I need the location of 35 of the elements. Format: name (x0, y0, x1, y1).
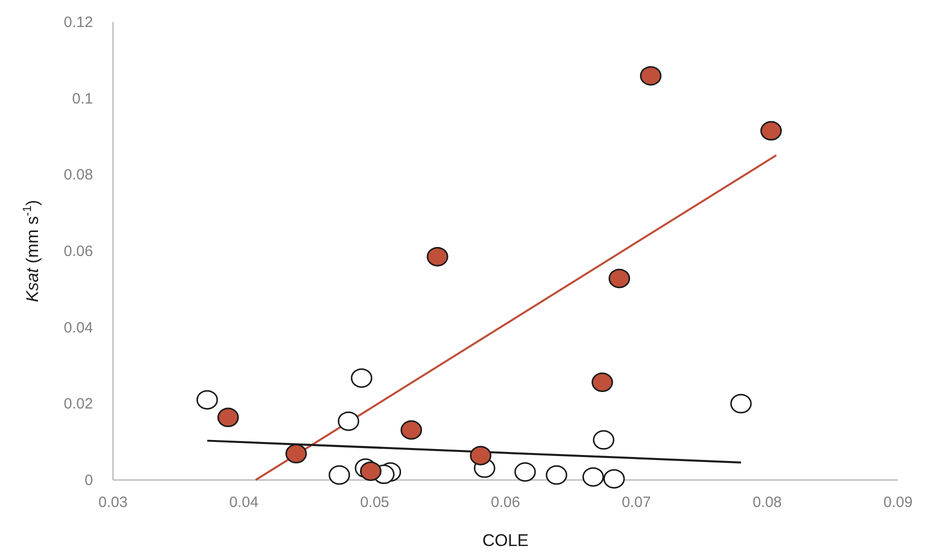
point (603, 469, 625, 489)
x-tick-label: 0.05 (360, 494, 390, 511)
point (608, 268, 630, 288)
point (196, 390, 218, 410)
y-tick-label: 0 (84, 472, 93, 489)
x-axis-title: COLE (482, 531, 529, 550)
point (640, 66, 662, 86)
y-tick-label: 0.02 (64, 396, 93, 413)
point (760, 121, 782, 141)
point (350, 368, 372, 388)
y-tick-label: 0.04 (64, 319, 93, 336)
point (338, 411, 360, 431)
x-tick-label: 0.06 (490, 494, 520, 511)
point (730, 394, 752, 414)
y-tick-label: 0.1 (72, 90, 93, 108)
point (426, 246, 448, 266)
x-tick-label: 0.07 (622, 494, 651, 511)
y-tick-label: 0.06 (64, 243, 93, 260)
point (582, 467, 604, 487)
point (592, 372, 614, 392)
point (546, 465, 568, 485)
point (514, 462, 536, 482)
y-tick-label: 0.08 (64, 166, 93, 184)
x-tick-label: 0.03 (98, 494, 128, 511)
point (328, 465, 350, 485)
x-tick-label: 0.08 (752, 494, 782, 511)
point (400, 420, 422, 440)
point (217, 408, 239, 428)
point (470, 446, 492, 466)
point (285, 444, 307, 464)
x-tick-label: 0.04 (229, 494, 258, 511)
y-tick-label: 0.12 (64, 14, 93, 31)
point (592, 430, 614, 450)
point (360, 461, 382, 481)
x-tick-label: 0.09 (883, 494, 913, 511)
